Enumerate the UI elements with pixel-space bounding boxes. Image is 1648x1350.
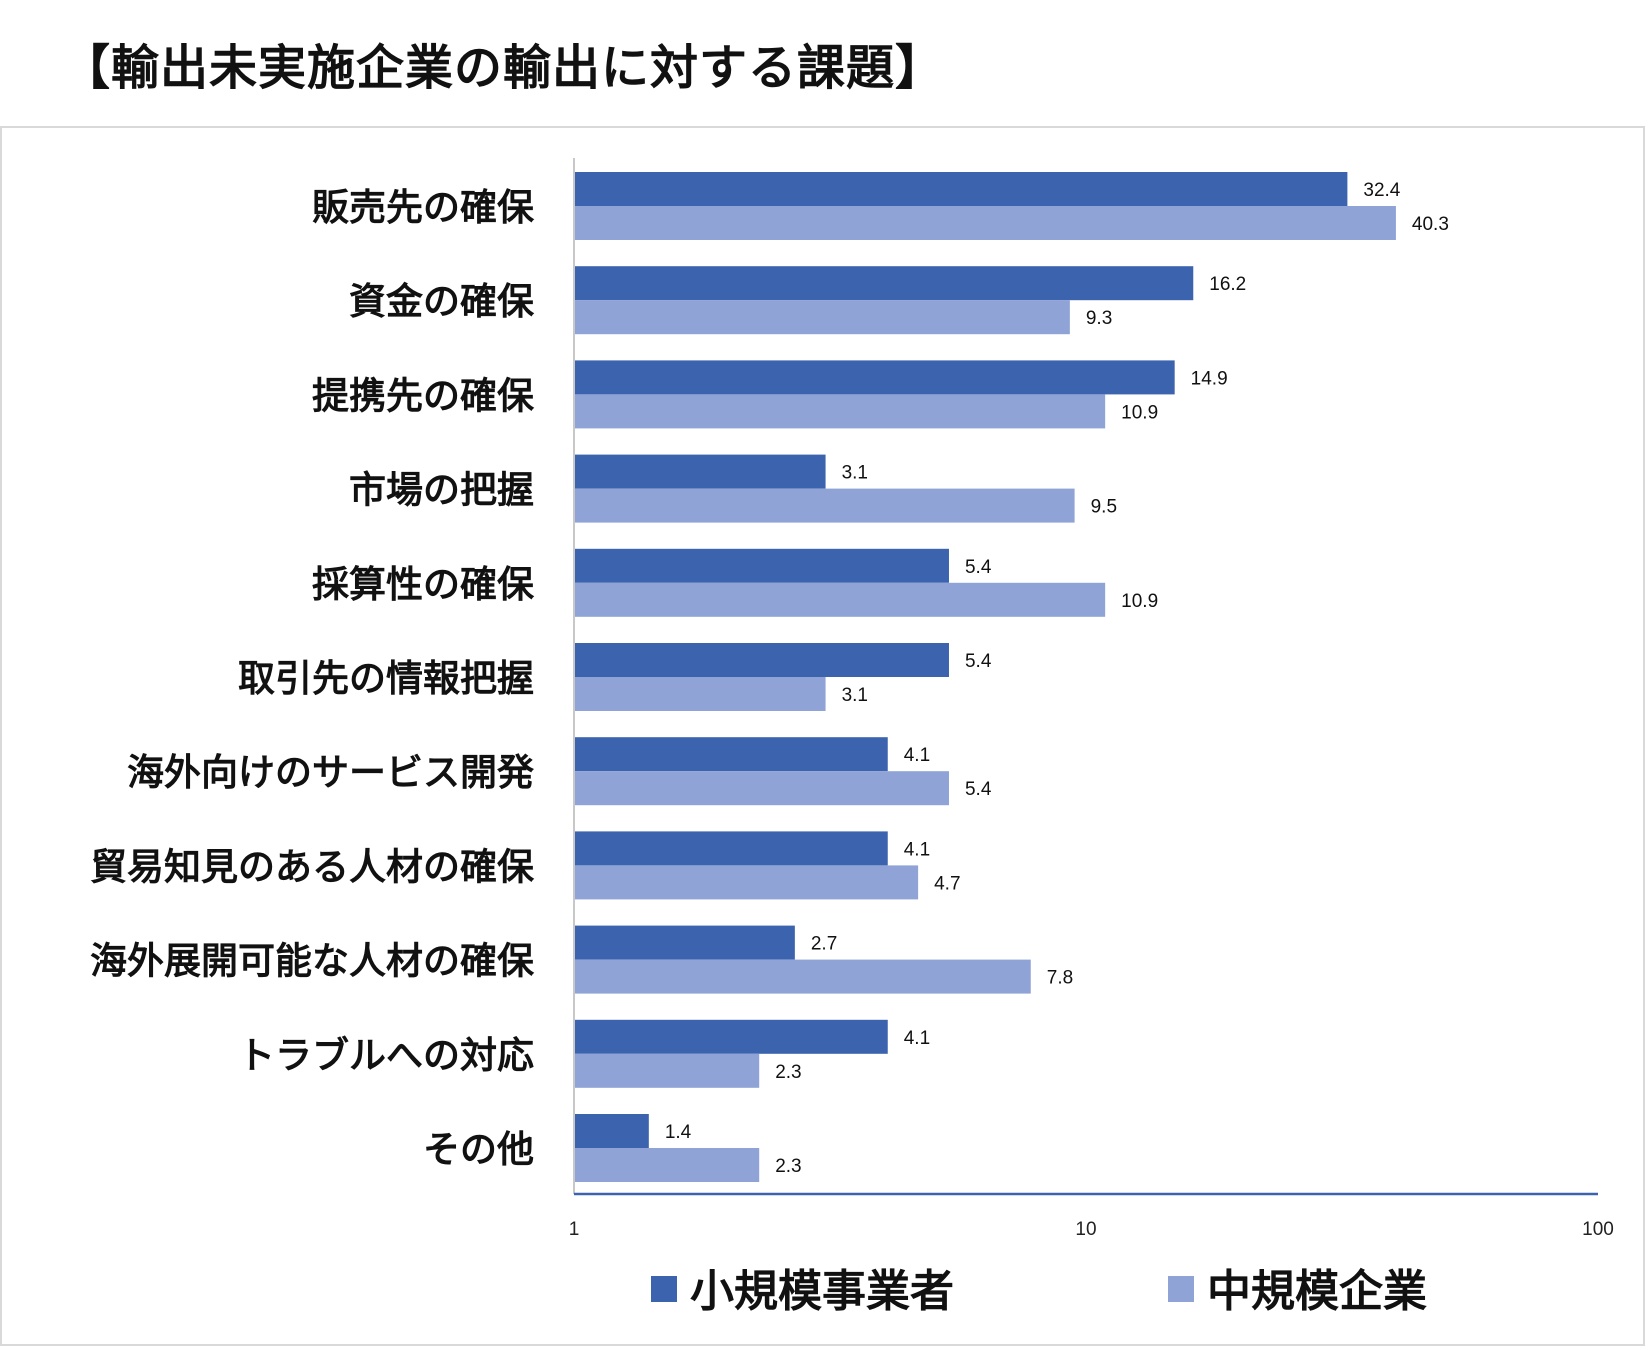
category-label: 海外展開可能な人材の確保 xyxy=(90,940,535,983)
legend-swatch-small-business xyxy=(651,1276,677,1302)
category-label: その他 xyxy=(423,1128,534,1171)
bar-small-business xyxy=(575,1019,888,1054)
data-label: 5.4 xyxy=(965,557,992,578)
bar-small-business xyxy=(575,831,888,866)
data-label: 5.4 xyxy=(965,651,992,672)
data-label: 4.1 xyxy=(904,1028,930,1049)
x-tick-label: 100 xyxy=(1582,1219,1614,1240)
data-labels-group: 32.4 40.3 16.2 9.3 14.9 10.9 3.1 9.5 5.4 10.9 5.4 3… xyxy=(665,180,1449,1177)
category-label: 資金の確保 xyxy=(349,280,535,323)
category-label: 海外向けのサービス開発 xyxy=(127,751,535,794)
bar-small-business xyxy=(575,548,949,583)
bar-medium-enterprise xyxy=(575,206,1396,240)
bar-medium-enterprise xyxy=(575,488,1075,523)
data-label: 1.4 xyxy=(665,1122,692,1143)
bar-small-business xyxy=(575,1114,649,1148)
bar-medium-enterprise xyxy=(575,1148,760,1182)
bar-medium-enterprise xyxy=(575,1053,760,1088)
data-label: 2.7 xyxy=(811,934,837,955)
data-label: 16.2 xyxy=(1209,274,1246,295)
category-label: 提携先の確保 xyxy=(312,374,535,417)
bar-medium-enterprise xyxy=(575,582,1106,617)
category-label: トラブルへの対応 xyxy=(238,1034,534,1077)
bar-small-business xyxy=(575,737,888,772)
bar-medium-enterprise xyxy=(575,394,1106,429)
data-label: 4.1 xyxy=(904,839,930,860)
x-tick-label: 10 xyxy=(1075,1219,1096,1240)
bar-medium-enterprise xyxy=(575,959,1031,994)
bar-medium-enterprise xyxy=(575,300,1070,335)
category-label: 市場の把握 xyxy=(349,469,534,512)
data-label: 7.8 xyxy=(1047,968,1073,989)
x-tick-label: 1 xyxy=(569,1219,580,1240)
bar-medium-enterprise xyxy=(575,865,919,900)
data-label: 2.3 xyxy=(775,1156,801,1177)
bar-small-business xyxy=(575,454,826,489)
bar-medium-enterprise xyxy=(575,771,949,806)
legend-swatch-medium-enterprise xyxy=(1168,1276,1194,1302)
category-labels-group: 販売先の確保資金の確保提携先の確保市場の把握採算性の確保取引先の情報把握海外向け… xyxy=(90,186,535,1171)
data-label: 3.1 xyxy=(842,685,868,706)
data-label: 10.9 xyxy=(1121,402,1158,423)
bar-small-business xyxy=(575,925,795,960)
category-label: 貿易知見のある人材の確保 xyxy=(90,845,535,888)
data-label: 32.4 xyxy=(1363,180,1400,201)
legend-label-small-business: 小規模事業者 xyxy=(690,1266,954,1317)
data-label: 9.5 xyxy=(1091,497,1117,518)
data-label: 14.9 xyxy=(1191,368,1228,389)
legend-label-medium-enterprise: 中規模企業 xyxy=(1207,1266,1427,1317)
legend: 小規模事業者 中規模企業 xyxy=(651,1266,1427,1317)
data-label: 5.4 xyxy=(965,779,992,800)
data-label: 10.9 xyxy=(1121,591,1158,612)
bar-medium-enterprise xyxy=(575,677,826,711)
data-label: 4.1 xyxy=(904,745,930,766)
x-axis: 1 10 100 xyxy=(569,1192,1614,1240)
category-label: 取引先の情報把握 xyxy=(238,657,534,700)
category-label: 販売先の確保 xyxy=(312,186,535,229)
bar-small-business xyxy=(575,643,949,677)
bars-group xyxy=(575,172,1396,1182)
data-label: 3.1 xyxy=(842,463,868,484)
data-label: 9.3 xyxy=(1086,308,1112,329)
data-label: 4.7 xyxy=(934,873,960,894)
data-label: 2.3 xyxy=(775,1062,801,1083)
data-label: 40.3 xyxy=(1412,214,1449,235)
category-label: 採算性の確保 xyxy=(312,563,535,606)
bar-small-business xyxy=(575,266,1194,301)
page-title: 【輸出未実施企業の輸出に対する課題】 xyxy=(62,40,945,96)
bar-small-business xyxy=(575,360,1175,395)
bar-small-business xyxy=(575,172,1348,206)
